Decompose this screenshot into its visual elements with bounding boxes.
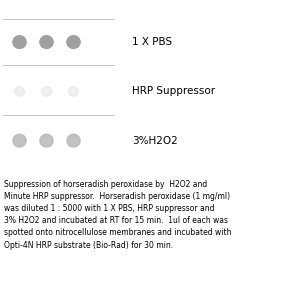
Circle shape <box>15 86 25 96</box>
Text: HRP Suppressor: HRP Suppressor <box>132 86 215 96</box>
Circle shape <box>40 134 53 147</box>
Circle shape <box>13 134 26 147</box>
Circle shape <box>68 86 79 96</box>
Circle shape <box>41 86 52 96</box>
Circle shape <box>67 134 80 147</box>
Circle shape <box>13 36 26 48</box>
Circle shape <box>67 36 80 48</box>
Text: 1 X PBS: 1 X PBS <box>132 37 172 47</box>
Circle shape <box>40 36 53 48</box>
Text: Suppression of horseradish peroxidase by  H2O2 and
Minute HRP suppressor.  Horse: Suppression of horseradish peroxidase by… <box>4 180 232 250</box>
Text: 3%H2O2: 3%H2O2 <box>132 136 178 146</box>
